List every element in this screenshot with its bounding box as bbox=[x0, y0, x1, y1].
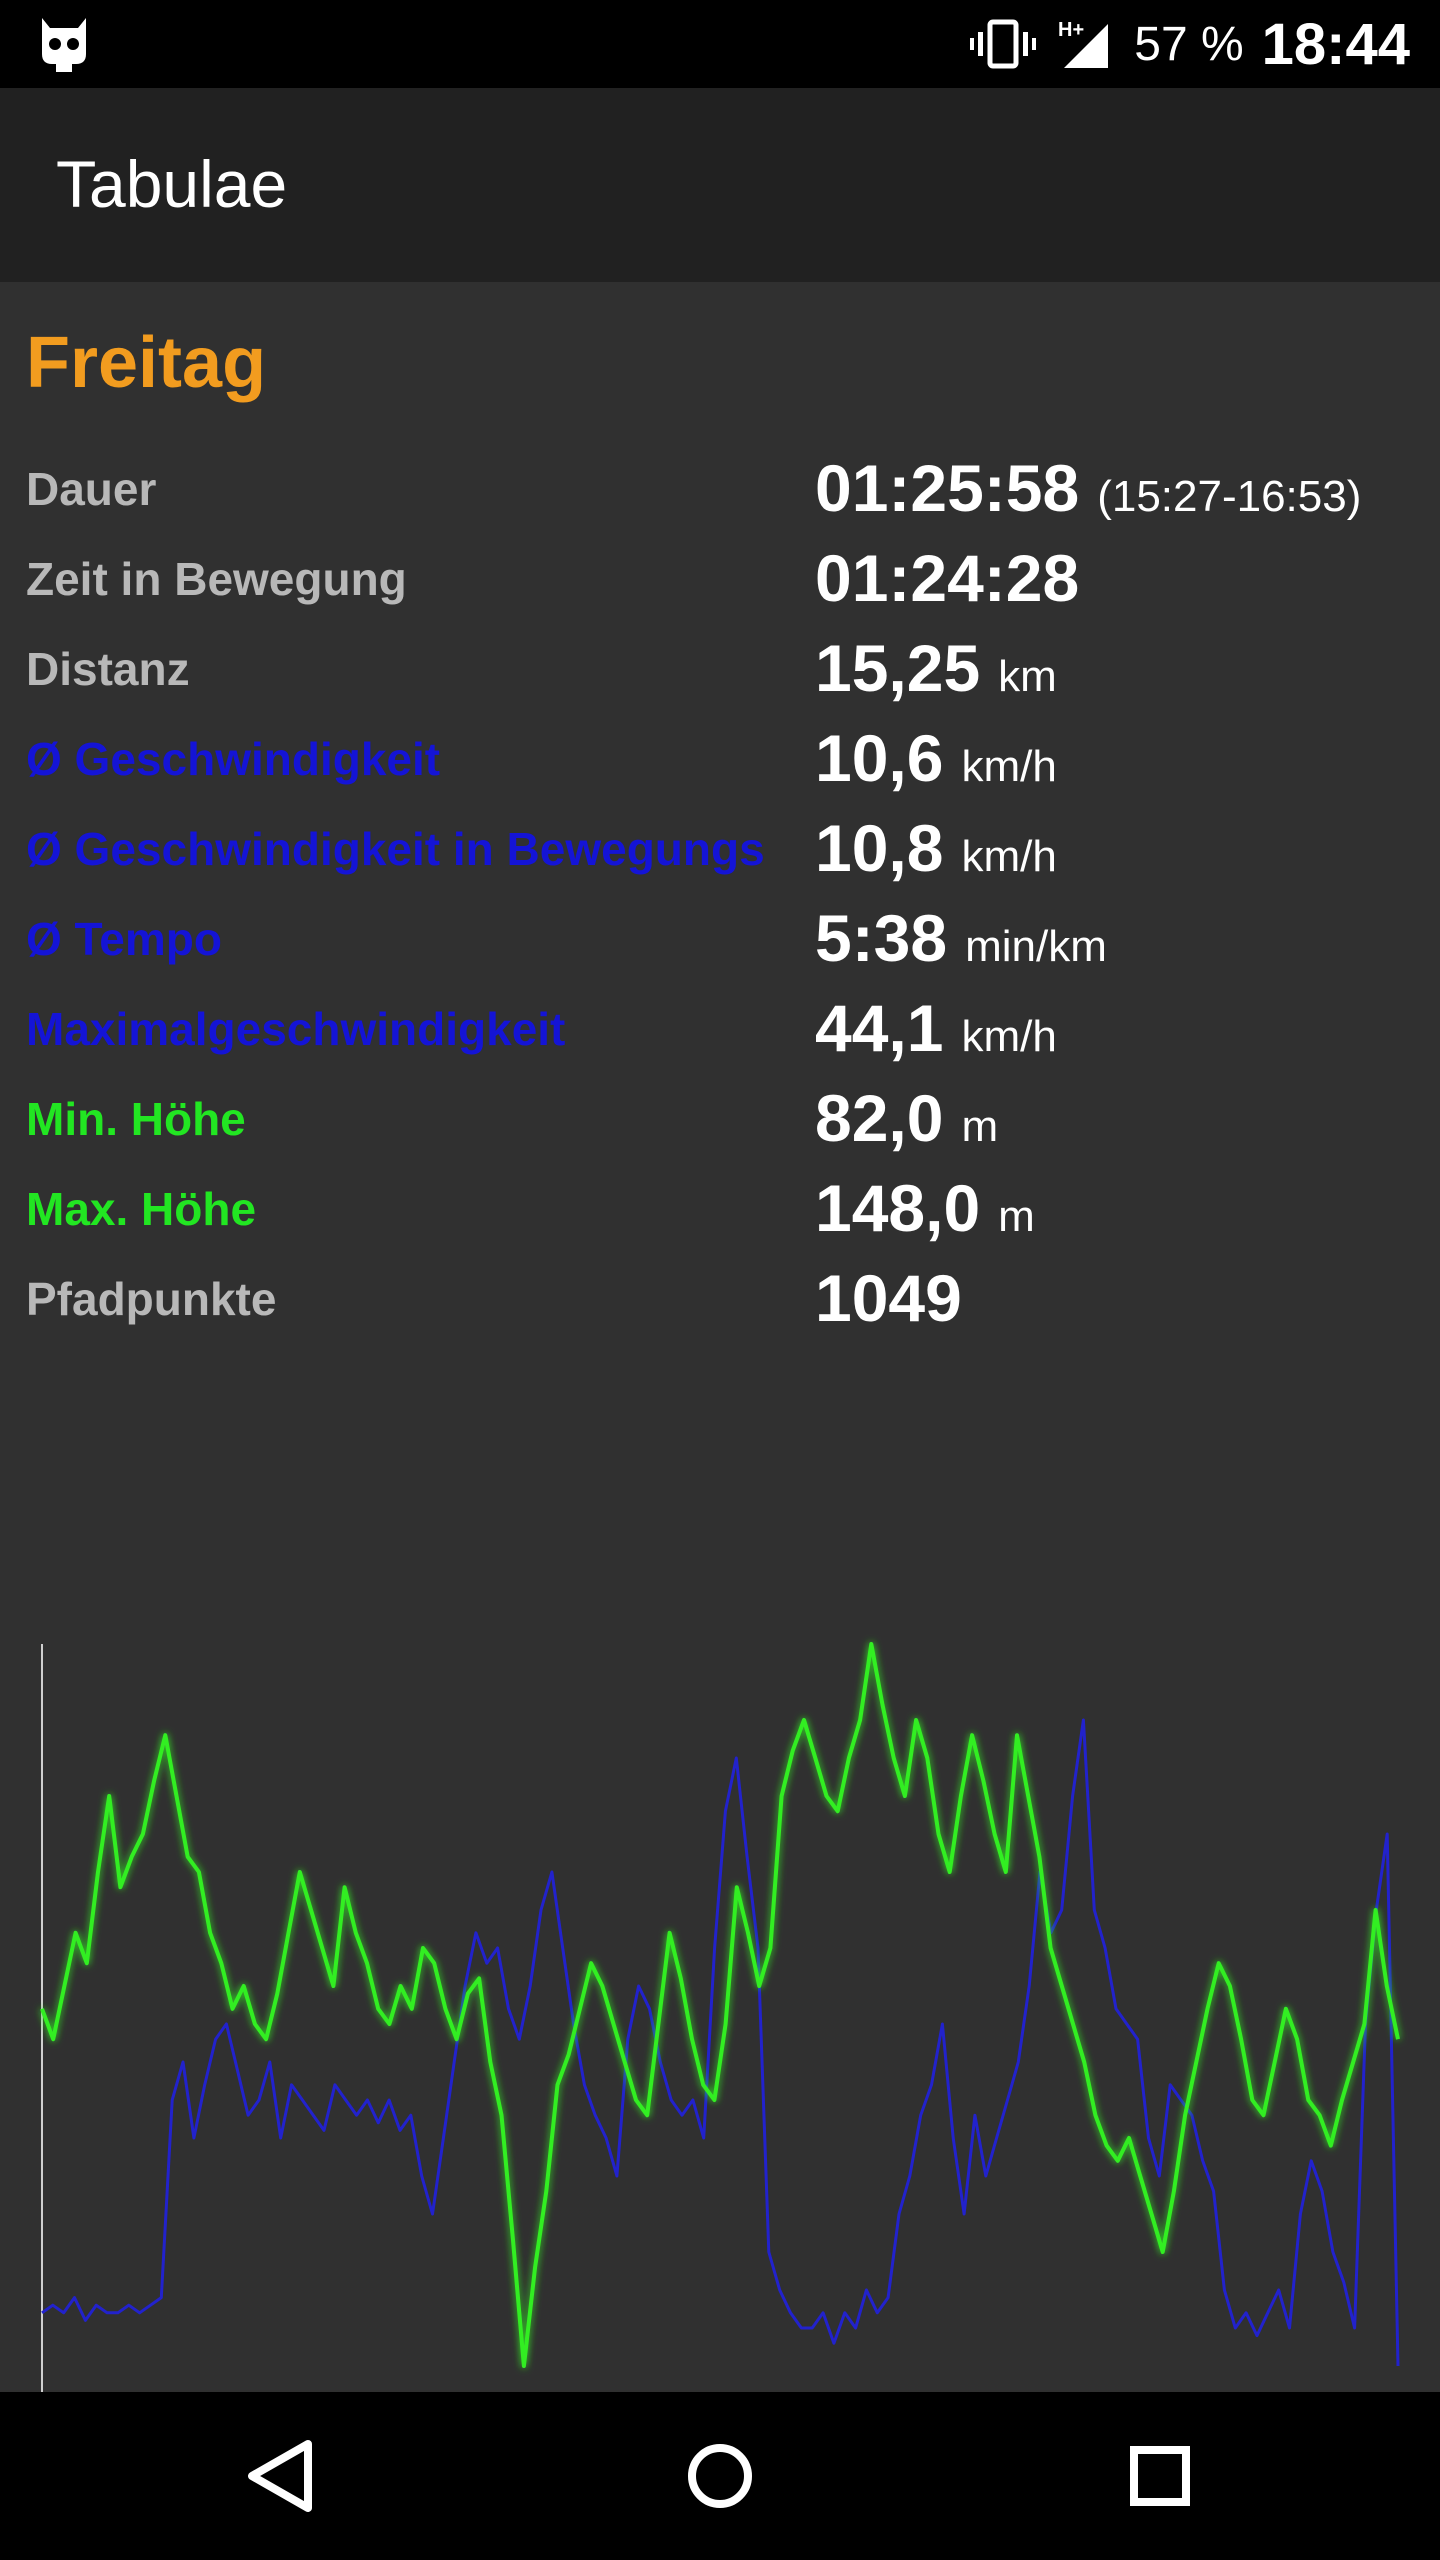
stat-value: 5:38 min/km bbox=[815, 900, 1107, 976]
stat-row: Pfadpunkte 1049 bbox=[0, 1252, 1440, 1342]
stat-label: Dauer bbox=[26, 463, 157, 515]
day-title: Freitag bbox=[26, 323, 267, 403]
status-icons: H+ 57 % 18:44 bbox=[968, 0, 1410, 88]
stat-value-number: 1049 bbox=[815, 1261, 962, 1335]
stat-label: Min. Höhe bbox=[26, 1093, 246, 1145]
stat-value: 01:24:28 bbox=[815, 540, 1079, 616]
altitude-series-line bbox=[40, 1642, 1400, 2368]
stat-value-number: 5:38 bbox=[815, 901, 948, 975]
stat-label: Maximalgeschwindigkeit bbox=[26, 1003, 566, 1055]
stat-value: 82,0 m bbox=[815, 1080, 998, 1156]
stat-value-number: 148,0 bbox=[815, 1171, 981, 1245]
stat-value: 1049 bbox=[815, 1260, 962, 1336]
stat-value-number: 01:24:28 bbox=[815, 541, 1080, 615]
stat-label: Ø Tempo bbox=[26, 913, 222, 965]
stat-row: Max. Höhe 148,0 m bbox=[0, 1162, 1440, 1252]
app-bar: Tabulae bbox=[0, 88, 1440, 282]
stat-value: 01:25:58 (15:27-16:53) bbox=[815, 450, 1361, 526]
stat-label: Ø Geschwindigkeit in Bewegungs bbox=[26, 823, 765, 875]
signal-hplus-icon: H+ bbox=[1058, 19, 1109, 68]
back-icon[interactable] bbox=[230, 2426, 330, 2526]
stat-label: Zeit in Bewegung bbox=[26, 553, 407, 605]
stat-value-number: 82,0 bbox=[815, 1081, 944, 1155]
svg-text:H+: H+ bbox=[1058, 19, 1084, 41]
stat-unit: min/km bbox=[965, 922, 1107, 971]
stat-row: Distanz 15,25 km bbox=[0, 622, 1440, 712]
stat-label: Distanz bbox=[26, 643, 190, 695]
status-bar: H+ 57 % 18:44 bbox=[0, 0, 1440, 88]
stat-value-number: 10,6 bbox=[815, 721, 944, 795]
navigation-bar bbox=[0, 2392, 1440, 2560]
stat-value-number: 15,25 bbox=[815, 631, 981, 705]
stat-value: 10,8 km/h bbox=[815, 810, 1057, 886]
stat-unit: m bbox=[998, 1192, 1035, 1241]
speed-series-line bbox=[41, 1718, 1400, 2367]
stat-value: 10,6 km/h bbox=[815, 720, 1057, 796]
stat-row: Ø Geschwindigkeit in Bewegungs 10,8 km/h bbox=[0, 802, 1440, 892]
stat-unit: km/h bbox=[961, 1012, 1057, 1061]
stat-row: Dauer 01:25:58 (15:27-16:53) bbox=[0, 442, 1440, 532]
stat-row: Maximalgeschwindigkeit 44,1 km/h bbox=[0, 982, 1440, 1072]
stat-unit: km/h bbox=[961, 832, 1057, 881]
recents-icon[interactable] bbox=[1110, 2426, 1210, 2526]
stat-value: 15,25 km bbox=[815, 630, 1057, 706]
stat-row: Zeit in Bewegung 01:24:28 bbox=[0, 532, 1440, 622]
home-icon[interactable] bbox=[670, 2426, 770, 2526]
stat-label: Ø Geschwindigkeit bbox=[26, 733, 441, 785]
app-title: Tabulae bbox=[56, 147, 288, 221]
stat-unit: km bbox=[998, 652, 1057, 701]
stat-label: Pfadpunkte bbox=[26, 1273, 277, 1325]
stat-row: Ø Tempo 5:38 min/km bbox=[0, 892, 1440, 982]
stat-label: Max. Höhe bbox=[26, 1183, 257, 1235]
stat-unit: m bbox=[961, 1102, 999, 1151]
cyanogen-bot-icon bbox=[42, 18, 86, 72]
stat-unit: (15:27-16:53) bbox=[1097, 472, 1362, 521]
stat-unit: km/h bbox=[961, 742, 1057, 791]
chart-axes bbox=[41, 1644, 1398, 2405]
stat-value: 44,1 km/h bbox=[815, 990, 1057, 1066]
speed-altitude-chart bbox=[40, 1642, 1400, 2405]
stat-value-number: 01:25:58 bbox=[815, 451, 1080, 525]
stat-row: Ø Geschwindigkeit 10,6 km/h bbox=[0, 712, 1440, 802]
stat-row: Min. Höhe 82,0 m bbox=[0, 1072, 1440, 1162]
clock: 18:44 bbox=[1261, 11, 1410, 77]
stat-value-number: 44,1 bbox=[815, 991, 944, 1065]
track-summary: Freitag Dauer 01:25:58 (15:27-16:53) Zeit i… bbox=[0, 282, 1440, 2405]
stat-value: 148,0 m bbox=[815, 1170, 1035, 1246]
battery-level: 57 % bbox=[1134, 17, 1244, 71]
vibrate-icon bbox=[970, 19, 1037, 69]
stat-value-number: 10,8 bbox=[815, 811, 944, 885]
